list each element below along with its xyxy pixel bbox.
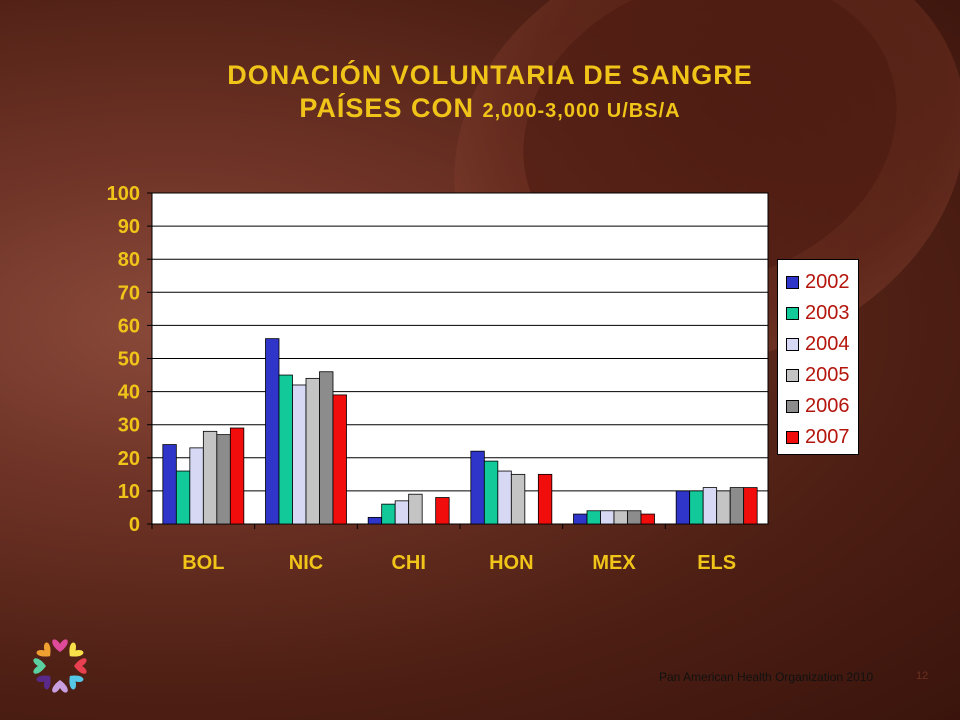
x-tick-label: MEX [592, 552, 636, 574]
bar [640, 513, 655, 525]
bar [265, 338, 280, 525]
y-tick-label: 90 [118, 216, 140, 238]
bar [573, 513, 588, 525]
bar [627, 510, 642, 525]
bar [497, 470, 512, 525]
bar [435, 497, 450, 525]
legend-swatch [786, 368, 799, 382]
bar [729, 487, 745, 525]
y-tick-label: 0 [129, 514, 140, 536]
legend-swatch [786, 337, 799, 351]
footer-text: Pan American Health Organization 2010 [659, 670, 874, 684]
legend-item: 2007 [786, 425, 850, 449]
x-tick-label: HON [489, 552, 533, 574]
hearts-ring-logo [33, 639, 87, 693]
bar [292, 384, 307, 525]
bar [332, 394, 347, 525]
bar [483, 460, 499, 525]
bar [537, 473, 553, 525]
y-tick-label: 30 [118, 415, 140, 437]
x-tick-label: ELS [697, 552, 736, 574]
title-line-2-small: 2,000-3,000 U/BS/A [482, 100, 681, 122]
legend-swatch [786, 430, 799, 444]
bar [305, 377, 320, 525]
y-tick-label: 50 [118, 349, 140, 371]
legend-item: 2005 [786, 363, 850, 387]
bar [408, 493, 423, 525]
x-tick-label: CHI [391, 552, 425, 574]
bar [202, 430, 218, 525]
bar [367, 516, 383, 525]
title-line-1: DONACIÓN VOLUNTARIA DE SANGRE [227, 60, 753, 90]
bar [381, 503, 396, 525]
bar [675, 490, 691, 525]
slide-title: DONACIÓN VOLUNTARIA DE SANGRE PAÍSES CON… [0, 60, 960, 124]
legend-swatch [786, 306, 799, 320]
legend-label: 2005 [805, 363, 850, 386]
legend-swatch [786, 399, 799, 413]
bar [175, 470, 191, 525]
bar [394, 500, 410, 525]
chart-legend: 2002 2003 2004 2005 2006 2007 [777, 259, 859, 455]
y-tick-label: 10 [118, 481, 140, 503]
bar [278, 374, 293, 525]
y-tick-label: 100 [107, 183, 140, 205]
legend-item: 2002 [786, 270, 850, 294]
bar [162, 444, 177, 525]
page-number: 12 [916, 670, 929, 682]
bar [319, 371, 334, 525]
bar [216, 434, 231, 525]
bar [600, 510, 615, 525]
bar [229, 427, 245, 525]
legend-label: 2002 [805, 270, 850, 293]
title-line-2: PAÍSES CON 2,000-3,000 U/BS/A [0, 93, 960, 124]
title-line-2-main: PAÍSES CON [299, 93, 483, 123]
bar [613, 510, 628, 525]
legend-label: 2003 [805, 301, 850, 324]
x-tick-label: BOL [182, 552, 224, 574]
legend-item: 2003 [786, 301, 850, 325]
y-tick-label: 60 [118, 315, 140, 337]
bar [510, 473, 526, 525]
legend-label: 2007 [805, 425, 850, 448]
y-tick-label: 80 [118, 249, 140, 271]
legend-label: 2004 [805, 332, 850, 355]
legend-item: 2006 [786, 394, 850, 418]
bar [716, 490, 731, 525]
bar [689, 490, 704, 525]
legend-swatch [786, 275, 799, 289]
y-tick-label: 20 [118, 448, 140, 470]
bar [743, 487, 758, 525]
y-tick-label: 40 [118, 382, 140, 404]
y-tick-label: 70 [118, 282, 140, 304]
legend-label: 2006 [805, 394, 850, 417]
bar [702, 487, 718, 525]
bar [586, 510, 601, 525]
bar [189, 447, 204, 525]
x-tick-label: NIC [289, 552, 323, 574]
bar [470, 450, 485, 525]
legend-item: 2004 [786, 332, 850, 356]
